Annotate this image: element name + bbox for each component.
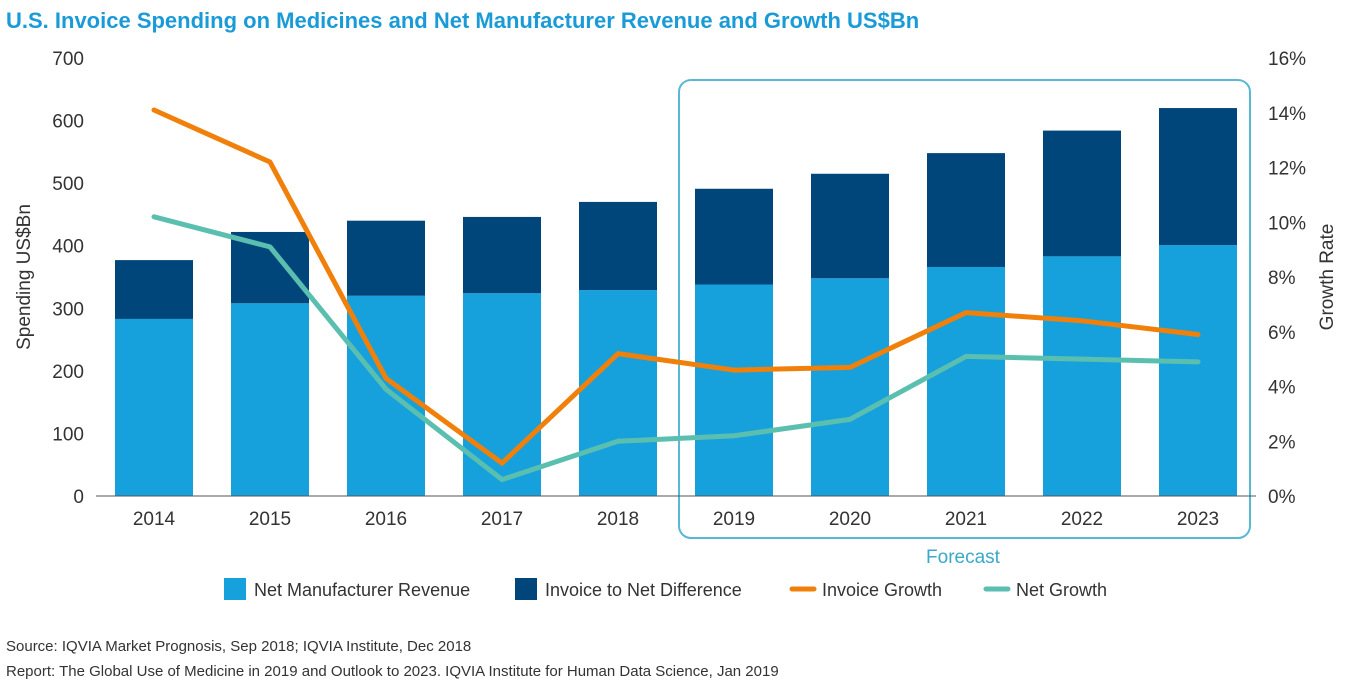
legend: Net Manufacturer Revenue Invoice to Net D… (224, 578, 1107, 600)
bar-net-revenue-2022 (1043, 256, 1121, 496)
legend-label: Net Growth (1016, 580, 1107, 600)
y2-axis-label: Growth Rate (1317, 224, 1338, 331)
bar-invoice-net-diff-2020 (811, 173, 889, 279)
report-note: Report: The Global Use of Medicine in 20… (6, 663, 779, 680)
legend-label: Invoice to Net Difference (545, 580, 742, 600)
bar-net-revenue-2023 (1159, 245, 1237, 496)
bar-net-revenue-2021 (927, 266, 1005, 496)
y2-tick-label: 2% (1268, 432, 1296, 453)
x-tick-label: 2020 (829, 509, 871, 530)
source-note: Source: IQVIA Market Prognosis, Sep 2018… (6, 638, 471, 655)
y2-tick-label: 16% (1268, 49, 1306, 70)
y2-tick-label: 8% (1268, 268, 1296, 289)
bar-net-revenue-2014 (115, 318, 193, 496)
y-axis-label: Spending US$Bn (14, 204, 35, 350)
x-tick-label: 2015 (249, 509, 291, 530)
x-tick-label: 2019 (713, 509, 755, 530)
bar-invoice-net-diff-2017 (463, 216, 541, 294)
y-tick-label: 500 (52, 174, 84, 195)
y-tick-label: 400 (52, 237, 84, 258)
y-tick-label: 200 (52, 362, 84, 383)
y2-tick-label: 12% (1268, 159, 1306, 180)
y-tick-label: 700 (52, 49, 84, 70)
bar-invoice-net-diff-2016 (347, 220, 425, 296)
y2-tick-label: 4% (1268, 378, 1296, 399)
legend-swatch (224, 578, 246, 600)
y-axis-left: 0 100 200 300 400 500 600 700 (52, 49, 84, 508)
legend-label: Invoice Growth (822, 580, 942, 600)
x-tick-label: 2017 (481, 509, 523, 530)
bar-invoice-net-diff-2021 (927, 153, 1005, 267)
forecast-box (678, 79, 1251, 539)
y2-tick-label: 0% (1268, 487, 1296, 508)
forecast-region (678, 79, 1251, 539)
bar-invoice-net-diff-2023 (1159, 108, 1237, 246)
bar-net-revenue-2018 (579, 290, 657, 496)
x-tick-label: 2022 (1061, 509, 1103, 530)
x-tick-label: 2023 (1177, 509, 1219, 530)
x-tick-label: 2016 (365, 509, 407, 530)
forecast-label: Forecast (926, 547, 1001, 568)
y2-tick-label: 10% (1268, 213, 1306, 234)
invoice-growth-line (151, 107, 1201, 466)
legend-swatch (515, 578, 537, 600)
bar-net-revenue-2019 (695, 284, 773, 496)
x-axis: 2014 2015 2016 2017 2018 2019 2020 2021 2022 2023 (96, 495, 1256, 530)
x-tick-label: 2021 (945, 509, 987, 530)
legend-label: Net Manufacturer Revenue (254, 580, 470, 600)
bar-invoice-net-diff-2019 (695, 188, 773, 285)
bar-net-revenue-2015 (231, 303, 309, 496)
bar-invoice-net-diff-2014 (115, 260, 193, 319)
y2-tick-label: 6% (1268, 323, 1296, 344)
net-growth-line (151, 214, 1201, 483)
y-tick-label: 600 (52, 112, 84, 133)
chart-title: U.S. Invoice Spending on Medicines and N… (6, 8, 919, 33)
y-tick-label: 100 (52, 424, 84, 445)
y2-tick-label: 14% (1268, 104, 1306, 125)
x-tick-label: 2018 (597, 509, 639, 530)
growth-lines (151, 107, 1201, 483)
x-tick-label: 2014 (133, 509, 176, 530)
bar-invoice-net-diff-2015 (231, 231, 309, 304)
bar-invoice-net-diff-2018 (579, 201, 657, 291)
bar-invoice-net-diff-2022 (1043, 130, 1121, 257)
y-tick-label: 300 (52, 299, 84, 320)
bar-net-revenue-2020 (811, 278, 889, 496)
y-tick-label: 0 (73, 487, 84, 508)
y-axis-right: 0% 2% 4% 6% 8% 10% 12% 14% 16% (1268, 49, 1306, 508)
